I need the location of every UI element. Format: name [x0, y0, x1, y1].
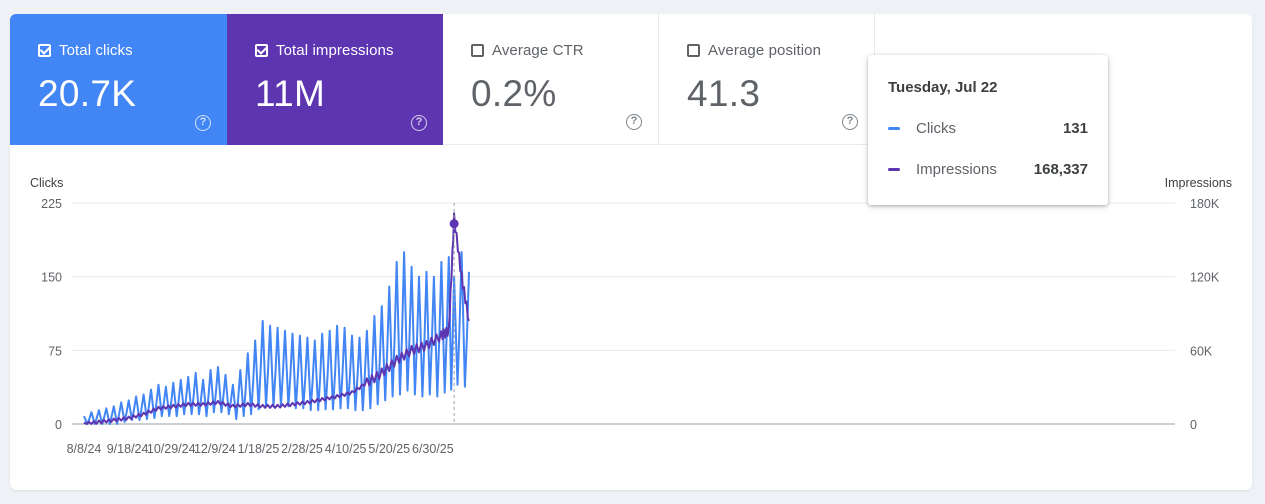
metric-average-ctr[interactable]: Average CTR 0.2% ?: [443, 14, 659, 145]
metric-average-position[interactable]: Average position 41.3 ?: [659, 14, 875, 145]
left-tick-label: 150: [41, 271, 62, 285]
metric-value: 0.2%: [471, 73, 557, 114]
metric-total-impressions[interactable]: Total impressions 11M ?: [227, 14, 443, 145]
checkbox-unchecked-icon[interactable]: [471, 44, 484, 57]
clicks-swatch-icon: [888, 127, 900, 130]
help-icon[interactable]: ?: [842, 114, 858, 130]
impressions-series-line: [83, 212, 470, 425]
metric-label: Average CTR: [492, 42, 584, 59]
x-tick-label: 6/30/25: [412, 442, 454, 456]
left-tick-label: 75: [48, 344, 62, 358]
metric-label: Total impressions: [276, 42, 394, 59]
left-tick-label: 0: [55, 418, 62, 432]
left-tick-label: 225: [41, 197, 62, 211]
tooltip-row-clicks: Clicks 131: [888, 120, 1088, 137]
tooltip-date: Tuesday, Jul 22: [888, 79, 998, 96]
tooltip-value: 168,337: [1033, 161, 1088, 178]
tooltip-row-impressions: Impressions 168,337: [888, 161, 1088, 178]
x-tick-label: 12/9/24: [194, 442, 236, 456]
metric-total-clicks[interactable]: Total clicks 20.7K ?: [10, 14, 227, 145]
x-tick-label: 8/8/24: [67, 442, 102, 456]
x-tick-label: 2/28/25: [281, 442, 323, 456]
metric-value: 20.7K: [38, 73, 137, 114]
x-tick-label: 1/18/25: [238, 442, 280, 456]
right-tick-label: 0: [1190, 418, 1197, 432]
checkbox-checked-icon[interactable]: [38, 44, 51, 57]
hover-point-marker: [449, 219, 459, 229]
help-icon[interactable]: ?: [411, 115, 427, 131]
tooltip-label: Clicks: [916, 120, 956, 137]
right-tick-label: 180K: [1190, 197, 1220, 211]
x-tick-label: 4/10/25: [325, 442, 367, 456]
right-tick-label: 60K: [1190, 344, 1213, 358]
performance-card: Total clicks 20.7K ? Total impressions 1…: [10, 14, 1252, 490]
tooltip-label: Impressions: [916, 161, 997, 178]
help-icon[interactable]: ?: [195, 115, 211, 131]
help-icon[interactable]: ?: [626, 114, 642, 130]
checkbox-checked-icon[interactable]: [255, 44, 268, 57]
metric-label: Average position: [708, 42, 822, 59]
impressions-swatch-icon: [888, 168, 900, 171]
clicks-series-line: [83, 251, 470, 425]
tooltip-value: 131: [1062, 120, 1088, 137]
x-tick-label: 10/29/24: [147, 442, 196, 456]
x-tick-label: 5/20/25: [368, 442, 410, 456]
left-axis-title: Clicks: [30, 176, 63, 190]
metric-value: 11M: [255, 73, 326, 114]
x-tick-label: 9/18/24: [107, 442, 149, 456]
checkbox-unchecked-icon[interactable]: [687, 44, 700, 57]
metric-tabs: Total clicks 20.7K ? Total impressions 1…: [10, 14, 1252, 145]
metric-label: Total clicks: [59, 42, 133, 59]
right-axis-title: Impressions: [1165, 176, 1232, 190]
metric-value: 41.3: [687, 73, 761, 114]
right-tick-label: 120K: [1190, 271, 1220, 285]
chart-tooltip: Tuesday, Jul 22 Clicks 131 Impressions 1…: [868, 55, 1108, 205]
